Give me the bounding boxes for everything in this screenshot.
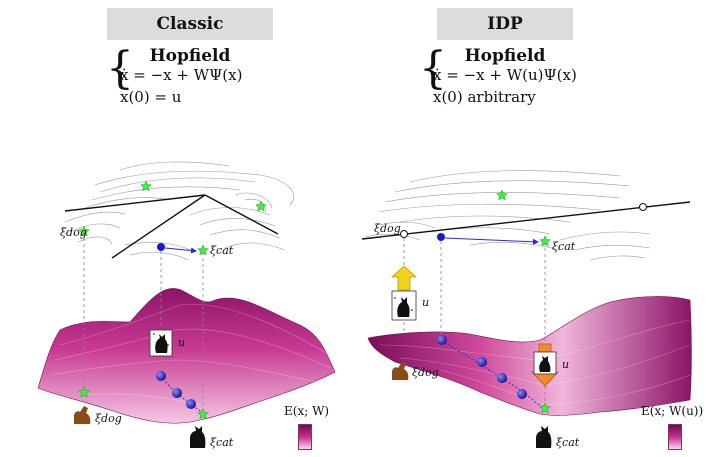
- classic-attractor-marks: [78, 180, 267, 256]
- attractor-star-right: [255, 200, 267, 212]
- idp-trajectory-arrow: [444, 237, 539, 245]
- classic-initial-state: [157, 243, 165, 251]
- idp-initial-state: [437, 233, 445, 241]
- idp-energy-surface: [367, 296, 692, 416]
- state-ball: [437, 335, 447, 345]
- classic-cat-label-top: ξcat: [210, 244, 234, 257]
- state-ball: [477, 357, 487, 367]
- classic-trajectory-arrow: [164, 247, 197, 254]
- attractor-star-top: [496, 189, 508, 201]
- idp-initial-condition: x(0) arbitrary: [433, 88, 536, 106]
- idp-input-image-bottom: [533, 351, 557, 375]
- cat-icon: [536, 426, 552, 448]
- attractor-star-top: [140, 180, 152, 192]
- attractor-star-cat-bottom: [539, 402, 551, 414]
- classic-dog-label-top: ξdog: [60, 226, 87, 239]
- idp-attractor-marks: [496, 189, 551, 247]
- idp-contour-plane: [361, 170, 691, 261]
- classic-descent-path: [78, 371, 209, 420]
- idp-energy-colorbar: [668, 424, 682, 450]
- state-ball: [517, 389, 527, 399]
- state-ball: [172, 388, 182, 398]
- dog-icon: [392, 362, 409, 380]
- attractor-star-dog-bottom: [78, 386, 90, 398]
- classic-dynamics-equation: ẋ = −x + WΨ(x): [120, 66, 243, 84]
- attractor-star-cat-bottom: [197, 408, 209, 420]
- idp-input-image-top: [391, 290, 417, 321]
- idp-dynamics-equation: ẋ = −x + W(u)Ψ(x): [433, 66, 577, 84]
- classic-u-label: u: [178, 336, 186, 349]
- decision-boundary-node: [400, 230, 408, 238]
- idp-hopfield-title: IDP Hopfield: [437, 8, 573, 66]
- state-ball: [186, 399, 196, 409]
- dog-icon: [74, 406, 91, 424]
- idp-u-label: u: [422, 296, 430, 309]
- idp-dog-label: ξdog: [412, 366, 439, 379]
- state-ball: [497, 373, 507, 383]
- classic-energy-surface: [37, 288, 336, 424]
- weight-update-up-arrow: [390, 265, 418, 291]
- classic-input-image: [149, 329, 173, 357]
- classic-contour-plane: [64, 161, 295, 261]
- idp-cat-label: ξcat: [556, 436, 580, 449]
- cat-icon: [190, 426, 206, 448]
- decision-boundary-node: [639, 203, 647, 211]
- idp-descent-path: [437, 335, 551, 414]
- idp-energy-legend-label: E(x; W(u)): [641, 404, 704, 418]
- classic-initial-condition: x(0) = u: [120, 88, 182, 106]
- idp-cat-label-top: ξcat: [552, 240, 576, 253]
- classic-dog-label: ξdog: [95, 412, 122, 425]
- state-ball: [156, 371, 166, 381]
- classic-hopfield-title: Classic Hopfield: [107, 8, 273, 66]
- classic-energy-legend-label: E(x; W): [284, 404, 330, 418]
- classic-cat-label: ξcat: [210, 436, 234, 449]
- idp-dog-label-top: ξdog: [374, 222, 401, 235]
- classic-energy-colorbar: [298, 424, 312, 450]
- idp-u-label-bottom: u: [562, 358, 570, 371]
